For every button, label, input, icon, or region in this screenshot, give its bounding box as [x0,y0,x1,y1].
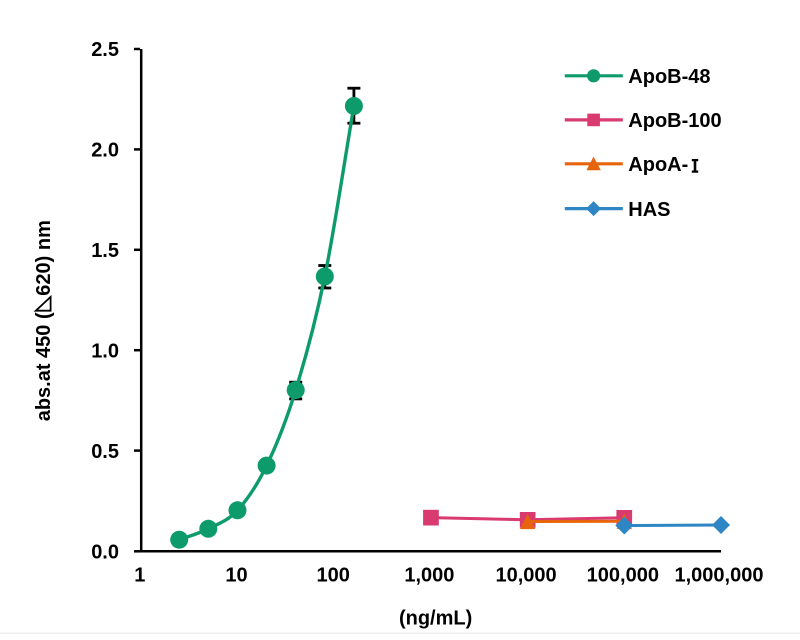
svg-text:ApoA-: ApoA- [628,154,688,176]
svg-text:0.0: 0.0 [91,542,119,564]
svg-text:10,000: 10,000 [496,565,557,587]
svg-text:1.5: 1.5 [91,240,119,262]
svg-text:abs.at 450 (: abs.at 450 ( [33,312,55,421]
svg-text:100: 100 [317,565,350,587]
svg-text:(ng/mL): (ng/mL) [399,608,472,630]
svg-text:ApoB-100: ApoB-100 [628,110,721,132]
svg-text:1.0: 1.0 [91,340,119,362]
svg-text:2.0: 2.0 [91,140,119,162]
svg-text:2.5: 2.5 [91,39,119,61]
svg-text:10: 10 [225,565,247,587]
svg-text:1: 1 [134,565,145,587]
svg-text:100,000: 100,000 [587,565,659,587]
svg-text:620) nm: 620) nm [33,220,55,296]
svg-text:1,000: 1,000 [404,565,454,587]
svg-text:ApoB-48: ApoB-48 [628,66,710,88]
svg-text:0.5: 0.5 [91,441,119,463]
svg-text:HAS: HAS [628,199,670,221]
svg-text:1,000,000: 1,000,000 [675,565,764,587]
